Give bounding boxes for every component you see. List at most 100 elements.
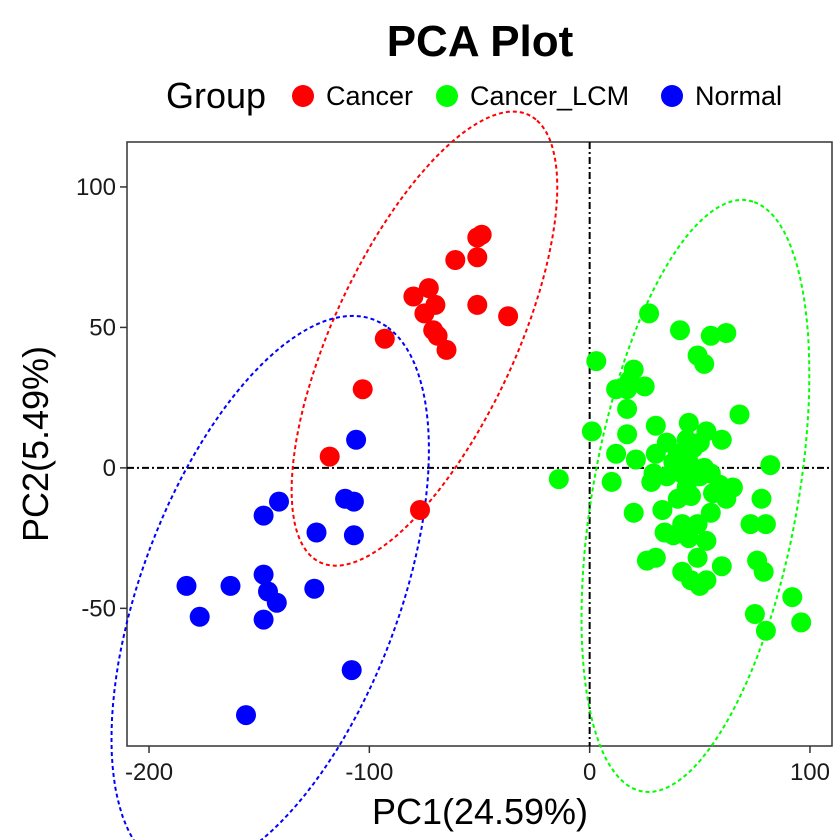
- y-tick-label: 50: [89, 314, 116, 341]
- point-cancer-lcm: [689, 575, 710, 596]
- x-tick-label: -200: [125, 759, 173, 786]
- x-tick-label: 100: [790, 759, 830, 786]
- point-cancer-lcm: [700, 502, 721, 523]
- point-cancer-lcm: [755, 620, 776, 641]
- point-cancer: [467, 247, 488, 268]
- x-axis: -200 -100 0 100: [125, 746, 830, 786]
- point-normal: [343, 491, 364, 512]
- legend-title: Group: [166, 75, 266, 116]
- chart-title: PCA Plot: [387, 17, 574, 66]
- point-cancer: [436, 339, 457, 360]
- point-cancer-lcm: [601, 471, 622, 492]
- point-cancer-lcm: [617, 379, 638, 400]
- point-cancer-lcm: [755, 514, 776, 535]
- legend: Group Cancer Cancer_LCM Normal: [166, 75, 782, 116]
- point-normal: [236, 705, 256, 726]
- point-cancer-lcm: [744, 604, 765, 624]
- point-cancer-lcm: [678, 528, 699, 549]
- point-normal: [189, 606, 210, 627]
- plot-area: [110, 110, 833, 840]
- point-cancer-lcm: [670, 320, 690, 341]
- point-normal: [266, 592, 287, 613]
- legend-label-cancer-lcm: Cancer_LCM: [470, 81, 629, 111]
- point-cancer-lcm: [617, 424, 638, 445]
- point-cancer-lcm: [740, 514, 761, 535]
- point-normal: [253, 505, 274, 526]
- point-cancer-lcm: [711, 429, 732, 450]
- point-cancer-lcm: [696, 530, 717, 551]
- point-cancer: [414, 303, 435, 324]
- point-cancer-lcm: [700, 325, 721, 346]
- legend-key-cancer-lcm: [436, 85, 458, 107]
- y-tick-label: 0: [103, 455, 116, 482]
- legend-label-cancer: Cancer: [326, 81, 413, 111]
- point-cancer: [467, 227, 488, 248]
- point-normal: [176, 575, 197, 596]
- point-cancer: [410, 500, 430, 520]
- point-cancer: [418, 278, 439, 299]
- ellipse-normal: [110, 314, 430, 840]
- point-cancer-lcm: [606, 443, 627, 464]
- y-axis-label: PC2(5.49%): [15, 346, 56, 542]
- point-normal: [306, 522, 327, 543]
- point-cancer-lcm: [687, 547, 708, 568]
- legend-label-normal: Normal: [695, 81, 782, 111]
- point-cancer-lcm: [617, 398, 638, 419]
- point-normal: [346, 429, 367, 450]
- point-cancer-lcm: [634, 376, 655, 397]
- point-cancer-lcm: [656, 466, 677, 487]
- x-tick-label: 0: [583, 759, 596, 786]
- confidence-ellipses: [110, 110, 811, 840]
- data-points: [176, 224, 812, 726]
- x-axis-label: PC1(24.59%): [372, 791, 588, 832]
- point-cancer: [498, 306, 519, 327]
- point-cancer-lcm: [753, 561, 774, 582]
- point-normal: [304, 578, 325, 599]
- point-cancer: [403, 286, 424, 307]
- point-cancer: [352, 379, 373, 400]
- y-tick-label: 100: [76, 174, 116, 201]
- point-cancer: [467, 294, 488, 315]
- point-cancer-lcm: [678, 412, 699, 433]
- point-cancer-lcm: [694, 353, 715, 374]
- point-cancer-lcm: [729, 404, 750, 425]
- panel-border: [126, 141, 833, 747]
- point-cancer-lcm: [711, 556, 732, 577]
- point-cancer-lcm: [645, 415, 666, 436]
- point-cancer-lcm: [791, 612, 812, 633]
- y-axis: -50 0 50 100: [76, 174, 127, 622]
- point-cancer-lcm: [581, 421, 602, 442]
- point-cancer-lcm: [663, 525, 684, 546]
- point-normal: [343, 525, 364, 546]
- point-cancer-lcm: [645, 443, 666, 464]
- point-cancer-lcm: [716, 323, 737, 343]
- point-cancer-lcm: [782, 587, 803, 608]
- point-cancer-lcm: [586, 351, 607, 372]
- point-cancer: [319, 446, 340, 467]
- point-cancer-lcm: [623, 502, 644, 523]
- y-tick-label: -50: [81, 595, 116, 622]
- point-cancer-lcm: [681, 486, 701, 506]
- point-cancer-lcm: [548, 469, 569, 490]
- legend-key-cancer: [292, 85, 314, 107]
- point-normal: [220, 575, 241, 596]
- point-cancer-lcm: [645, 547, 666, 568]
- point-normal: [341, 660, 362, 681]
- point-cancer-lcm: [639, 303, 660, 324]
- point-normal: [253, 564, 274, 585]
- legend-items: Cancer Cancer_LCM Normal: [292, 81, 782, 111]
- point-cancer: [445, 250, 466, 270]
- point-cancer: [374, 328, 395, 349]
- point-cancer-lcm: [652, 500, 673, 520]
- point-cancer-lcm: [751, 488, 772, 509]
- legend-key-normal: [661, 85, 683, 107]
- x-tick-label: -100: [345, 759, 393, 786]
- point-cancer-lcm: [760, 455, 781, 476]
- ellipse-cancer-lcm: [580, 198, 811, 794]
- point-normal: [253, 609, 274, 630]
- point-normal: [269, 491, 289, 512]
- point-cancer-lcm: [641, 471, 662, 492]
- ellipse-cancer: [290, 110, 559, 567]
- point-cancer-lcm: [625, 449, 646, 470]
